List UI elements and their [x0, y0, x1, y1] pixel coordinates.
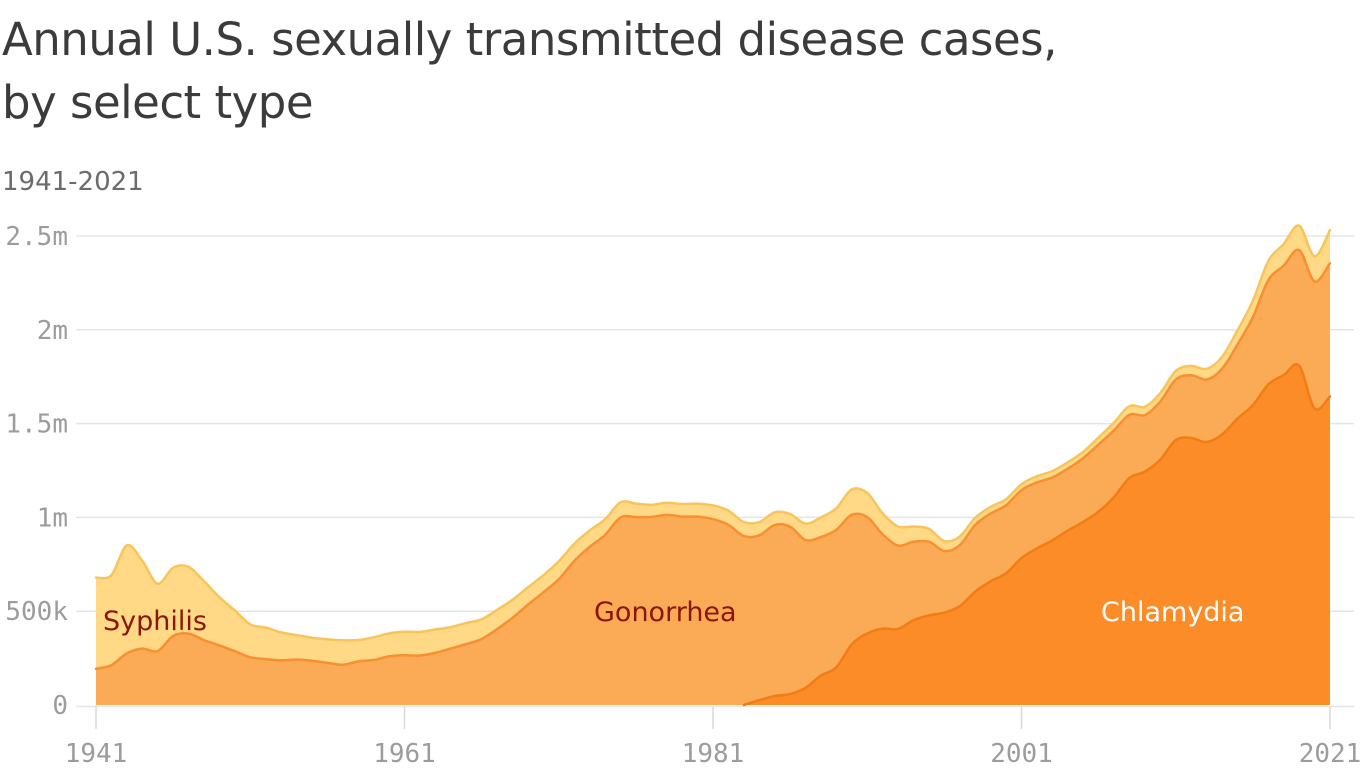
chart-title-line1: Annual U.S. sexually transmitted disease… — [2, 13, 1057, 66]
chart-subtitle: 1941-2021 — [2, 167, 144, 197]
area-top-line-chlamydia — [742, 363, 1332, 707]
y-tick-label-2m: 2m — [37, 316, 68, 346]
y-tick-label-2.5m: 2.5m — [5, 222, 68, 252]
series-label-chlamydia: Chlamydia — [1101, 597, 1245, 628]
series-label-gonorrhea: Gonorrhea — [594, 597, 737, 628]
area-top-line-syphilis — [94, 224, 1332, 642]
area-top-line-gonorrhea — [94, 248, 1332, 670]
y-tick-label-0: 0 — [52, 691, 68, 721]
x-tick-label-1981: 1981 — [682, 739, 745, 768]
x-tick-label-1941: 1941 — [65, 739, 128, 768]
y-tick-label-500k: 500k — [5, 597, 68, 627]
y-tick-label-1m: 1m — [37, 503, 68, 533]
x-tick-label-1961: 1961 — [373, 739, 436, 768]
y-tick-label-1.5m: 1.5m — [5, 410, 68, 440]
series-label-syphilis: Syphilis — [103, 606, 207, 637]
x-tick-label-2001: 2001 — [990, 739, 1053, 768]
chart-title: Annual U.S. sexually transmitted disease… — [2, 8, 1242, 134]
chart-title-line2: by select type — [2, 76, 314, 129]
x-tick-label-2021: 2021 — [1299, 739, 1362, 768]
area-chlamydia — [743, 364, 1330, 705]
